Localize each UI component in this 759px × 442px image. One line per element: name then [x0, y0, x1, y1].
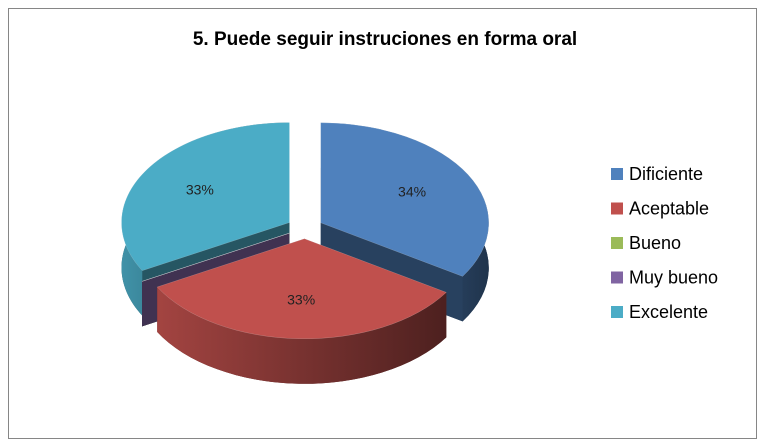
data-label: 33%	[287, 291, 315, 307]
slice	[121, 122, 290, 271]
chart-title: 5. Puede seguir instruciones en forma or…	[193, 29, 577, 50]
legend-swatch	[611, 202, 623, 215]
legend-swatch	[611, 271, 623, 284]
data-label: 34%	[398, 184, 426, 200]
legend-label: Excelente	[629, 302, 708, 322]
legend-label: Aceptable	[629, 198, 709, 218]
legend-swatch	[611, 237, 623, 249]
slice	[141, 232, 290, 282]
legend-label: Bueno	[629, 233, 681, 253]
slice	[320, 122, 490, 277]
legend-label: Dificiente	[629, 164, 703, 184]
slice	[141, 232, 290, 282]
legend-swatch	[611, 306, 623, 318]
legend-swatch	[611, 168, 623, 180]
data-label: 33%	[186, 182, 214, 198]
slice-rim	[157, 286, 447, 384]
legend-label: Muy bueno	[629, 267, 718, 287]
slice	[156, 238, 447, 340]
